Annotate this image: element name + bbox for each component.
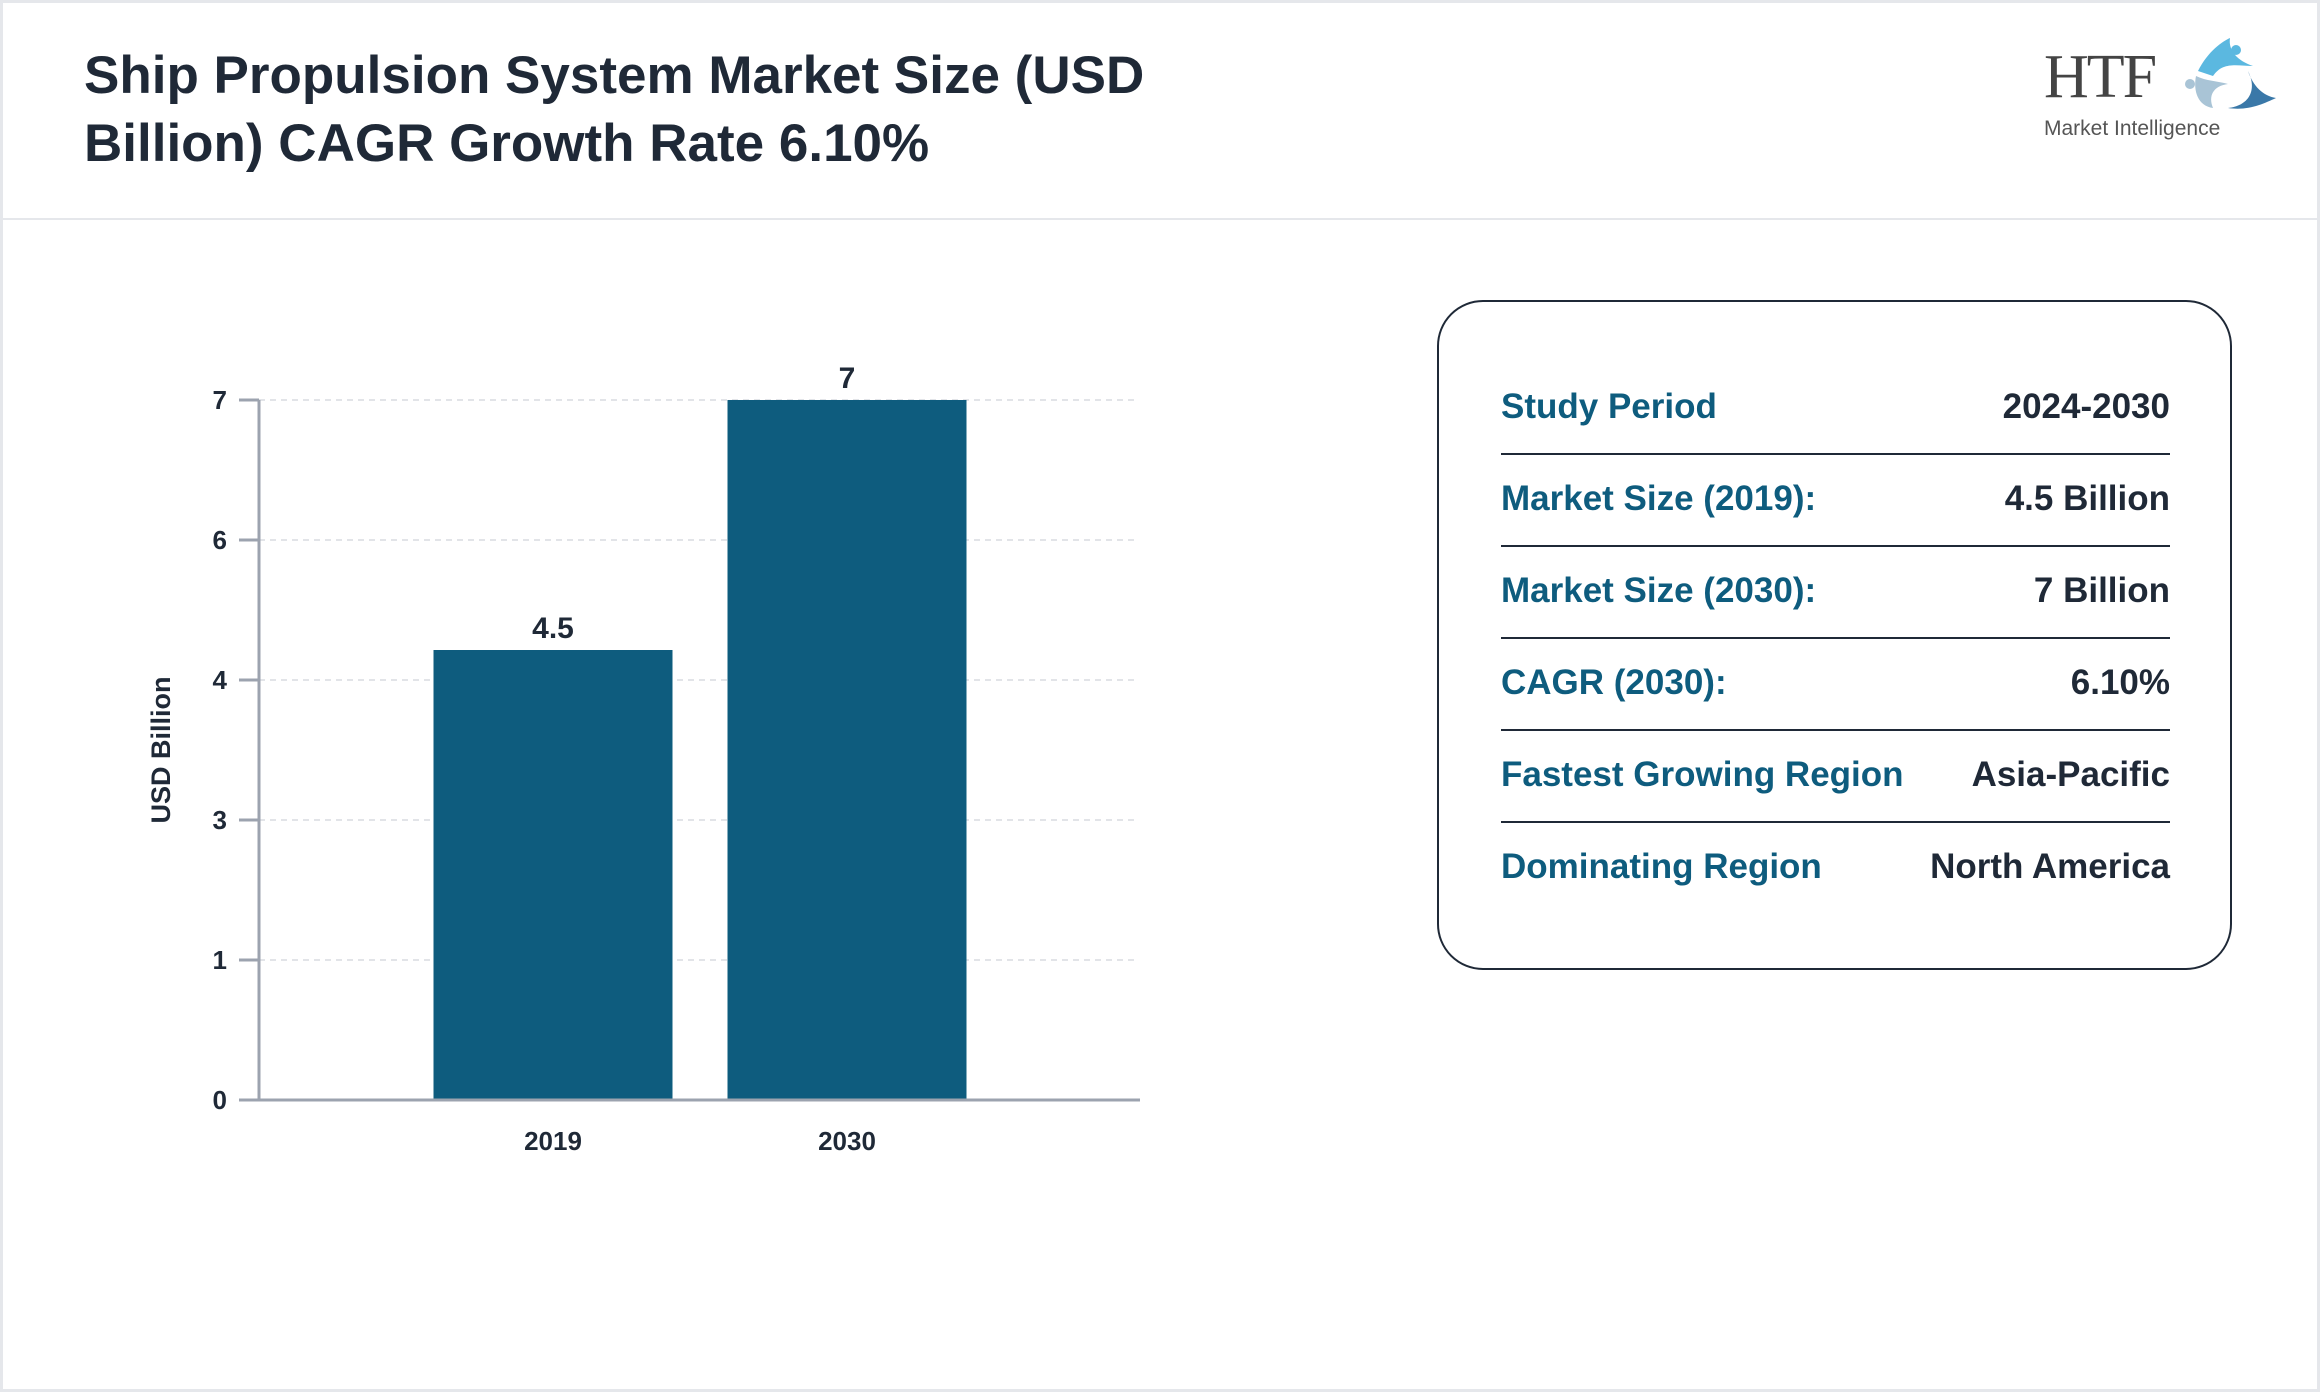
summary-card: Study Period 2024-2030 Market Size (2019):… — [1437, 300, 2232, 970]
y-tick-label: 4 — [213, 665, 228, 695]
y-tick-label: 0 — [213, 1085, 227, 1115]
htf-logo: HTF Market Intelligence — [2040, 36, 2280, 156]
summary-row: Study Period 2024-2030 — [1501, 361, 2170, 453]
row-divider — [1501, 729, 2170, 731]
y-tick-label: 6 — [213, 525, 227, 555]
summary-value: 2024-2030 — [2002, 387, 2170, 426]
y-tick-label: 3 — [213, 805, 227, 835]
logo-text: HTF — [2044, 43, 2157, 111]
summary-row: CAGR (2030): 6.10% — [1501, 637, 2170, 729]
page-title: Ship Propulsion System Market Size (USD … — [84, 42, 1584, 178]
logo-subtext: Market Intelligence — [2044, 117, 2221, 140]
row-divider — [1501, 545, 2170, 547]
bar-data-label: 7 — [839, 362, 856, 395]
summary-label: Market Size (2019): — [1501, 479, 1817, 518]
y-tick-label: 1 — [213, 945, 227, 975]
summary-label: Market Size (2030): — [1501, 571, 1817, 610]
summary-label: CAGR (2030): — [1501, 663, 1727, 702]
bar-data-label: 4.5 — [532, 612, 574, 645]
header-divider — [3, 218, 2317, 220]
bar-2030 — [727, 400, 967, 1100]
summary-row: Fastest Growing Region Asia-Pacific — [1501, 729, 2170, 821]
logo-figures-icon — [2185, 38, 2276, 109]
x-tick-label: 2030 — [818, 1126, 876, 1156]
row-divider — [1501, 637, 2170, 639]
summary-label: Study Period — [1501, 387, 1717, 426]
summary-value: 6.10% — [2070, 663, 2170, 702]
summary-value: 7 Billion — [2033, 571, 2170, 610]
row-divider — [1501, 821, 2170, 823]
summary-label: Fastest Growing Region — [1501, 755, 1904, 794]
summary-label: Dominating Region — [1501, 847, 1822, 886]
summary-value: 4.5 Billion — [2004, 479, 2170, 518]
title-line-1: Ship Propulsion System Market Size (USD — [84, 46, 1145, 105]
summary-value: North America — [1930, 847, 2170, 886]
y-tick-label: 7 — [213, 385, 227, 415]
summary-value: Asia-Pacific — [1971, 755, 2170, 794]
row-divider — [1501, 453, 2170, 455]
summary-row: Market Size (2019): 4.5 Billion — [1501, 453, 2170, 545]
x-tick-label: 2019 — [524, 1126, 582, 1156]
summary-row: Dominating Region North America — [1501, 821, 2170, 913]
bar-2019 — [433, 650, 673, 1100]
summary-row: Market Size (2030): 7 Billion — [1501, 545, 2170, 637]
bar-chart: 0 1 3 4 6 7 4.5 2019 7 2030 USD Billion — [146, 362, 1140, 1156]
y-axis-label: USD Billion — [146, 677, 176, 824]
title-line-2: Billion) CAGR Growth Rate 6.10% — [84, 114, 930, 173]
